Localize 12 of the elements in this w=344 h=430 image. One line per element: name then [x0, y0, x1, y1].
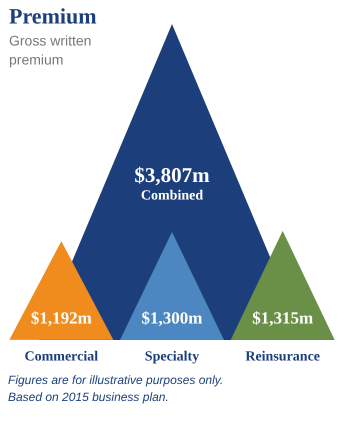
text: Gross written premium — [9, 32, 96, 68]
data-label: $1,192m — [30, 308, 92, 328]
data-label: $1,300m — [142, 308, 202, 328]
category-label: Specialty — [144, 350, 200, 364]
text: Combined — [140, 188, 204, 204]
text: Premium — [9, 4, 97, 28]
data-label: $1,315m — [252, 308, 314, 328]
text: Based on 2015 business plan. — [8, 390, 169, 404]
text: Figures are for illustrative purposes only. — [8, 373, 224, 387]
data-label: $3,807m — [134, 163, 210, 188]
category-label: Reinsurance — [245, 350, 320, 364]
category-label: Commercial — [24, 350, 98, 364]
